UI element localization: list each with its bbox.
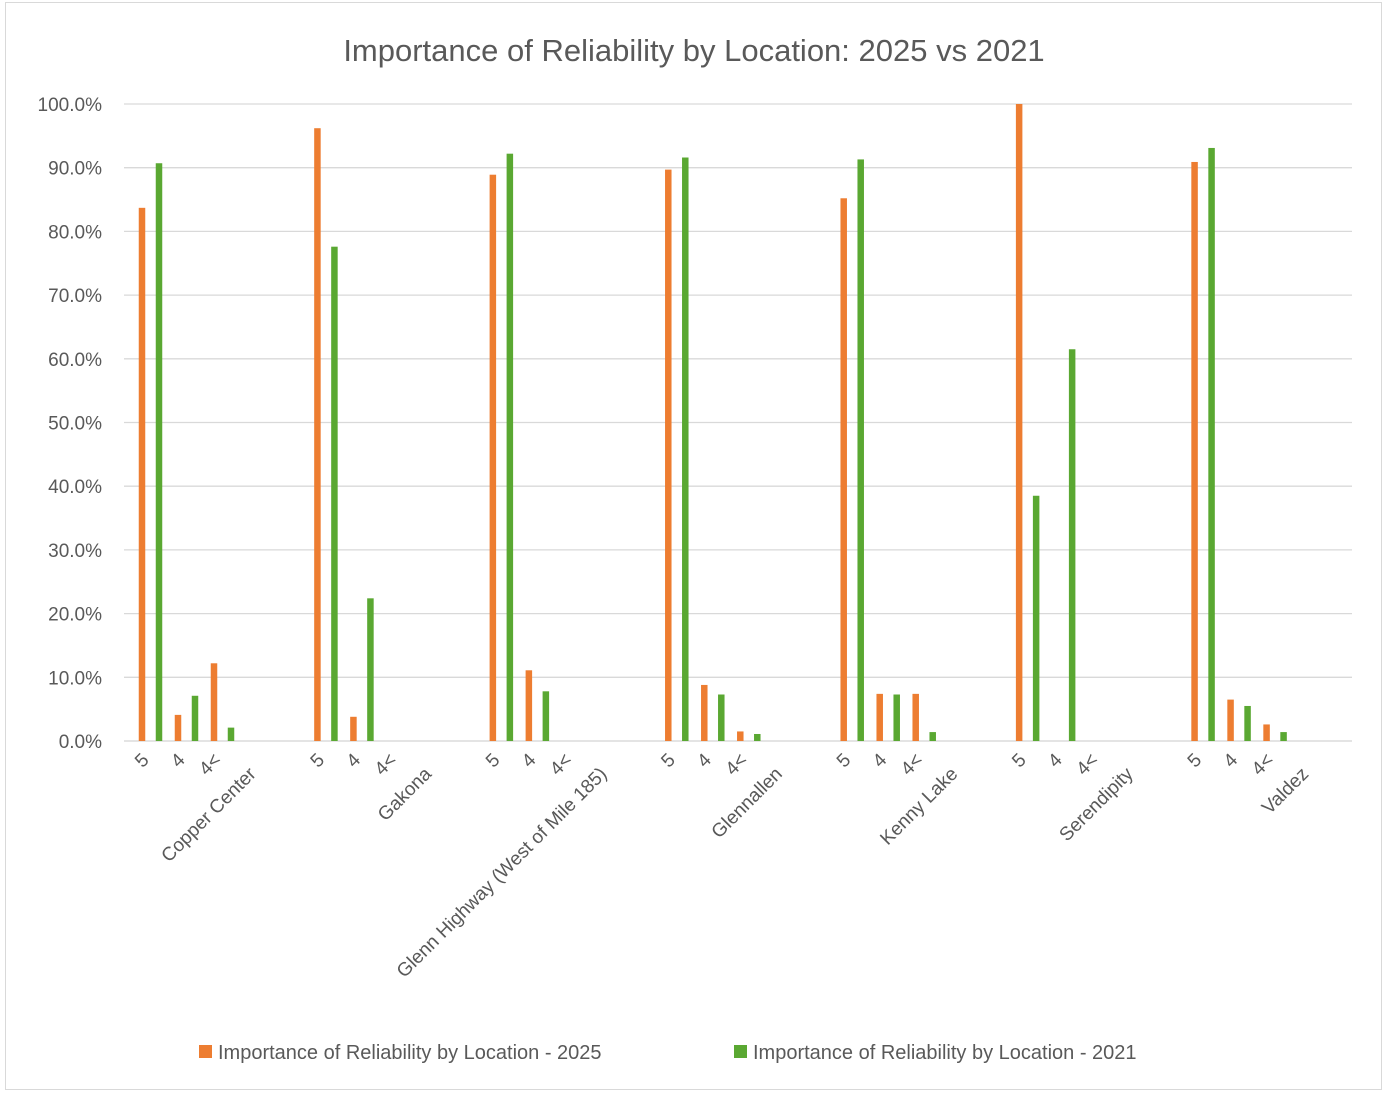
bar-2021	[857, 159, 864, 741]
rating-tick-label: 4<	[1073, 750, 1103, 780]
y-tick-label: 100.0%	[38, 95, 103, 116]
bar-2021	[1032, 495, 1040, 741]
bar-2025	[840, 198, 847, 741]
bar-2021	[1280, 732, 1287, 741]
bar-2025	[1263, 724, 1270, 741]
bar-2025	[701, 684, 708, 741]
bar-2025	[350, 716, 357, 741]
rating-tick-label: 4	[518, 749, 541, 772]
bar-layer	[138, 104, 1287, 742]
location-tick-label: Glennallen	[708, 764, 787, 843]
chart-svg: Importance of Reliability by Location: 2…	[38, 33, 1352, 1064]
y-axis-tick-labels: 0.0% 10.0% 20.0% 30.0% 40.0% 50.0% 60.0% 70.0% 8…	[38, 95, 103, 753]
bar-2021	[227, 727, 235, 741]
location-tick-label: Glenn Highway (West of Mile 185)	[393, 764, 611, 982]
legend-swatch	[199, 1045, 212, 1058]
grid-layer	[124, 103, 1352, 742]
chart-title: Importance of Reliability by Location: 2…	[343, 33, 1044, 68]
legend-swatch	[734, 1045, 747, 1058]
bar-2025	[489, 174, 497, 741]
bar-2025	[1227, 699, 1234, 741]
rating-tick-label: 4	[1220, 749, 1243, 772]
bar-2025	[1015, 104, 1023, 741]
location-tick-label: Serendipity	[1056, 763, 1138, 845]
y-tick-label: 80.0%	[48, 222, 102, 243]
rating-tick-label: 5	[1008, 750, 1030, 772]
bar-2025	[912, 693, 919, 741]
bar-2025	[138, 207, 146, 741]
rating-tick-label: 5	[833, 750, 855, 772]
bar-2025	[210, 663, 218, 741]
y-tick-label: 10.0%	[48, 668, 102, 689]
bar-2025	[665, 169, 672, 742]
legend-label: Importance of Reliability by Location - …	[218, 1042, 602, 1064]
y-tick-label: 20.0%	[48, 605, 102, 626]
bar-2025	[174, 714, 182, 741]
rating-tick-label: 4<	[722, 750, 752, 780]
legend-label: Importance of Reliability by Location - …	[753, 1042, 1137, 1064]
bar-2021	[718, 694, 725, 741]
bar-2021	[331, 246, 338, 742]
bar-2021	[1208, 147, 1215, 741]
y-tick-label: 90.0%	[48, 159, 102, 180]
rating-tick-label: 4<	[195, 750, 225, 780]
y-tick-label: 0.0%	[59, 732, 102, 753]
rating-tick-label: 4	[869, 749, 892, 772]
rating-tick-label: 4<	[546, 750, 576, 780]
y-tick-label: 30.0%	[48, 541, 102, 562]
bar-2021	[542, 691, 550, 741]
location-tick-label: Kenny Lake	[876, 764, 962, 850]
y-tick-label: 60.0%	[48, 350, 102, 371]
rating-tick-label: 4<	[371, 750, 401, 780]
rating-tick-label: 4<	[897, 750, 927, 780]
rating-tick-label: 4	[167, 749, 190, 772]
y-tick-label: 40.0%	[48, 477, 102, 498]
bar-2021	[506, 153, 514, 741]
rating-tick-label: 4	[343, 749, 366, 772]
rating-tick-label: 5	[131, 750, 153, 772]
bar-2021	[754, 733, 761, 741]
bar-2025	[737, 731, 744, 741]
rating-tick-label: 4	[693, 749, 716, 772]
legend: Importance of Reliability by Location - …	[199, 1042, 1137, 1064]
bar-2021	[1244, 705, 1251, 741]
bar-2021	[682, 157, 689, 741]
rating-tick-label: 5	[1184, 750, 1206, 772]
bar-2021	[929, 732, 936, 741]
rating-tick-label: 4<	[1248, 750, 1278, 780]
bar-2025	[1191, 161, 1198, 742]
y-tick-label: 50.0%	[48, 414, 102, 435]
bar-2021	[191, 695, 199, 741]
bar-2021	[1068, 349, 1076, 741]
bar-2021	[155, 163, 163, 742]
bar-2025	[314, 128, 321, 741]
rating-tick-label: 4	[1044, 749, 1067, 772]
rating-tick-label: 5	[307, 750, 329, 772]
bar-2021	[367, 598, 374, 741]
y-tick-label: 70.0%	[48, 286, 102, 307]
rating-tick-label: 5	[482, 750, 504, 772]
rating-tick-label: 5	[657, 750, 679, 772]
bar-2025	[876, 693, 883, 741]
bar-2021	[893, 694, 900, 741]
chart-frame: Importance of Reliability by Location: 2…	[5, 2, 1382, 1090]
bar-2025	[525, 670, 533, 741]
